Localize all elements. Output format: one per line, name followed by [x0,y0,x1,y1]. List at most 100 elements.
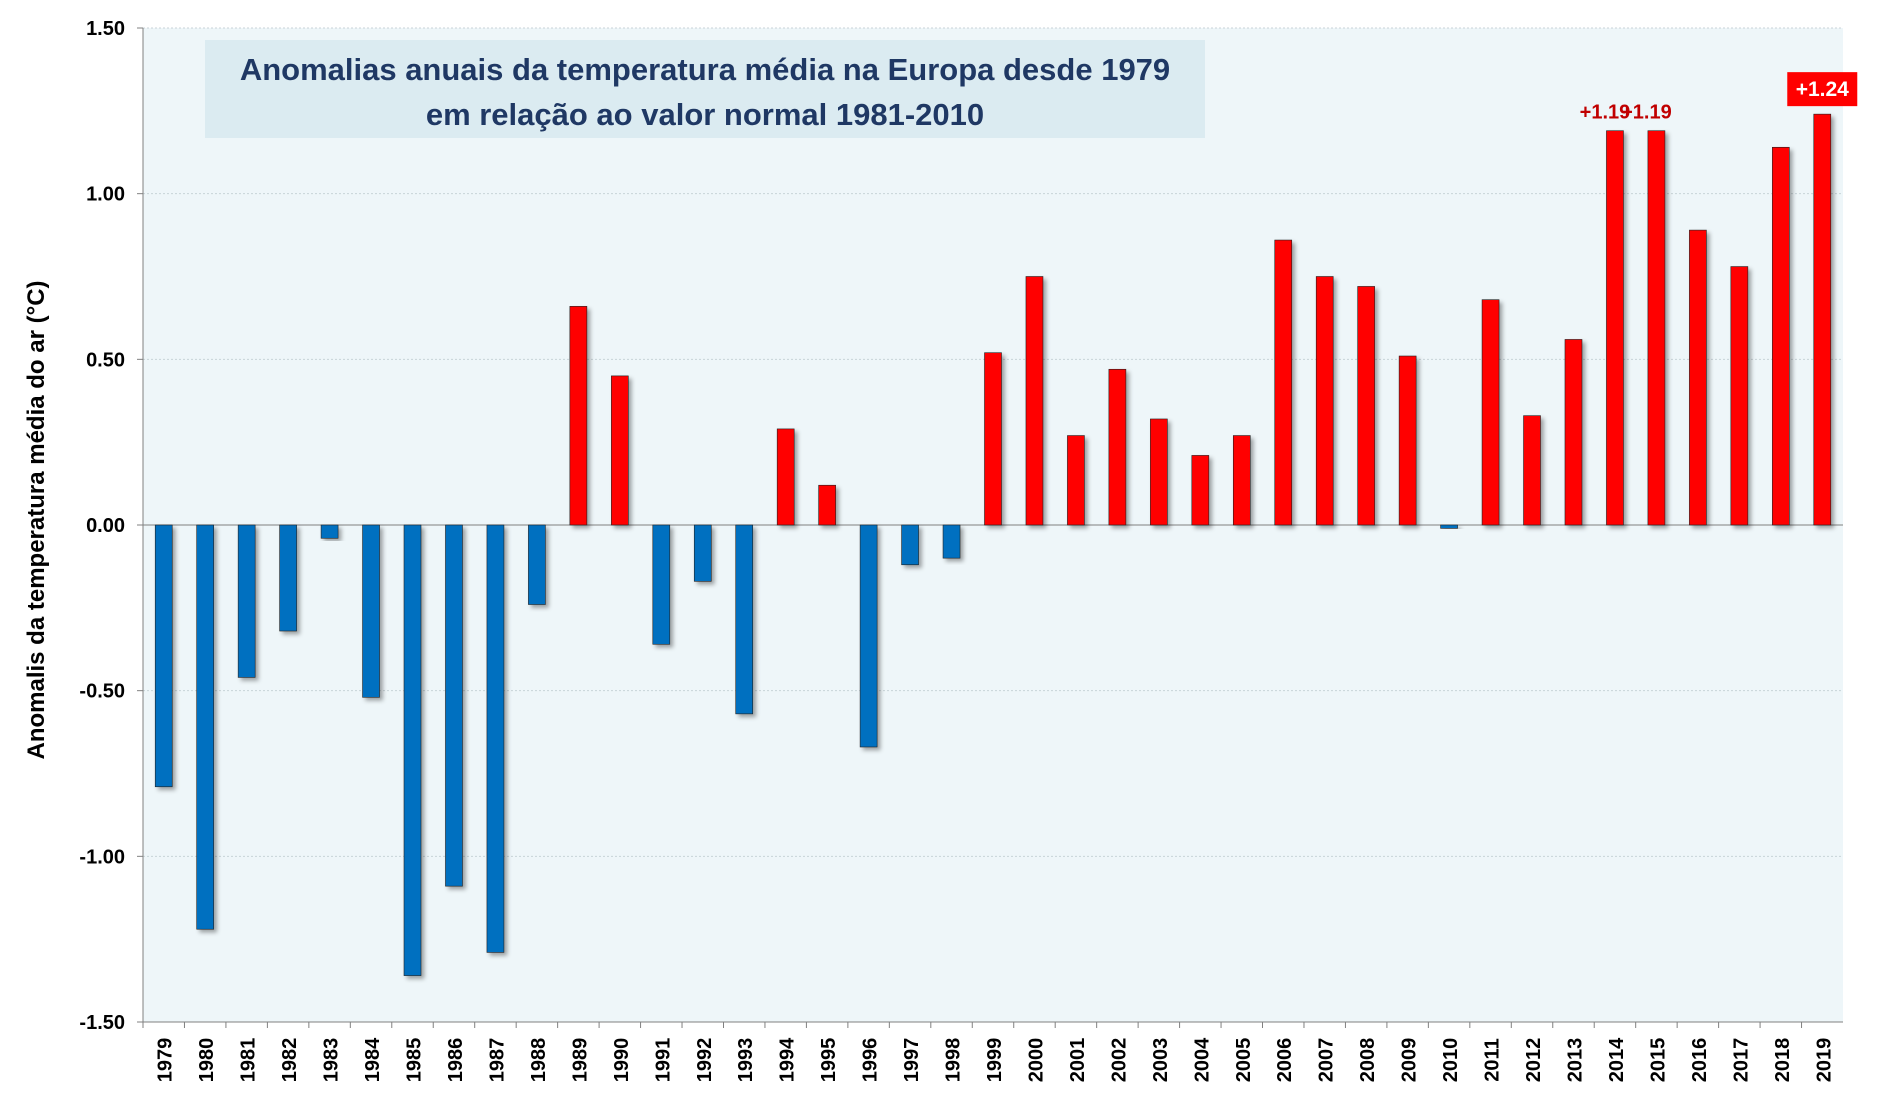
x-tick-label-1987: 1987 [486,1038,508,1083]
bar-2011 [1481,299,1500,526]
annotation-label-2019: +1.24 [1796,78,1849,101]
x-tick-label-1981: 1981 [238,1038,260,1083]
bar-1997 [901,524,919,566]
x-tick-label-1989: 1989 [569,1038,591,1083]
x-tick-label-1998: 1998 [943,1038,965,1083]
bar-2001 [1067,435,1085,526]
bar-2005 [1232,435,1251,526]
y-axis-title: Anomalis da temperatura média do ar (°C) [23,280,50,759]
x-tick-label-1997: 1997 [901,1038,923,1083]
x-tick-label-1982: 1982 [279,1038,301,1083]
x-tick-label-1984: 1984 [362,1037,384,1082]
annotation-label-2015: +1.19 [1621,102,1672,124]
x-tick-label-2018: 2018 [1772,1038,1794,1083]
bar-1989 [569,306,588,526]
bar-2007 [1315,276,1334,526]
x-tick-label-1983: 1983 [321,1038,343,1083]
x-tick-label-2019: 2019 [1813,1038,1835,1083]
x-tick-label-1993: 1993 [735,1038,757,1083]
bar-2015 [1647,130,1666,526]
x-tick-label-1999: 1999 [984,1038,1006,1083]
bar-2004 [1191,455,1210,526]
bar-2003 [1150,418,1168,526]
bar-1979 [154,524,173,788]
x-tick-label-1985: 1985 [404,1038,426,1083]
bar-1994 [776,428,795,526]
bar-2019 [1813,113,1832,526]
x-tick-label-1980: 1980 [196,1038,218,1083]
y-tick-label: 1.00 [86,184,125,206]
bar-2009 [1398,355,1417,526]
annotation-label-2014: +1.19 [1580,102,1631,124]
bar-1995 [818,484,836,526]
x-tick-label-1992: 1992 [694,1038,716,1083]
x-tick-label-1990: 1990 [611,1038,633,1083]
annotations: +1.19+1.19 +1.24 [1580,72,1858,124]
bar-1993 [735,524,754,715]
bar-1983 [320,524,339,539]
x-tick-label-1995: 1995 [818,1038,840,1083]
x-tick-labels: 1979 1980 1981 1982 1983 1984 1985 1986 1987 1988… [155,1037,1836,1082]
bar-1987 [486,524,505,953]
bar-1991 [652,524,671,645]
x-tick-label-2002: 2002 [1108,1038,1130,1083]
bar-1988 [528,524,546,605]
x-tick-label-2005: 2005 [1233,1038,1255,1083]
bar-1981 [237,524,256,678]
x-tick-label-2014: 2014 [1606,1037,1628,1082]
bar-2008 [1357,286,1375,526]
x-tick-label-2004: 2004 [1191,1037,1213,1082]
x-tick-label-1979: 1979 [155,1038,177,1083]
x-tick-label-2001: 2001 [1067,1038,1089,1083]
x-tick-label-2012: 2012 [1523,1038,1545,1083]
annotation-box-2019 [1787,72,1858,107]
bar-2018 [1772,146,1790,526]
bar-1998 [942,524,961,559]
title-box [205,40,1205,138]
bar-2017 [1730,266,1749,526]
x-tick-label-1988: 1988 [528,1038,550,1083]
bar-1984 [362,524,380,698]
bar-1986 [445,524,463,887]
chart-title-line2: em relação ao valor normal 1981-2010 [426,97,984,132]
bar-1992 [693,524,712,582]
bar-1982 [279,524,297,632]
bar-1999 [984,352,1002,526]
x-tick-label-2017: 2017 [1730,1038,1752,1083]
chart-title-line1: Anomalias anuais da temperatura média na… [240,52,1170,87]
y-tick-label: 0.50 [86,349,125,371]
y-tick-label: -1.50 [79,1012,125,1034]
bar-2016 [1689,229,1707,526]
y-tick-label: -0.50 [79,681,125,703]
y-tick-label: -1.00 [79,846,125,868]
bar-2002 [1108,368,1127,526]
y-tick-labels: 1.50 1.00 0.50 0.00 -0.50 -1.00 -1.50 [79,18,125,1034]
bar-1985 [403,524,422,976]
x-tick-label-2013: 2013 [1564,1038,1586,1083]
x-tick-label-2007: 2007 [1316,1038,1338,1083]
x-tick-label-2008: 2008 [1357,1038,1379,1083]
bar-2014 [1606,130,1624,526]
x-tick-label-2009: 2009 [1399,1038,1421,1083]
y-tick-label: 0.00 [86,515,125,537]
x-tick-label-2016: 2016 [1689,1038,1711,1083]
bar-2012 [1523,415,1541,526]
x-tick-label-2000: 2000 [1025,1038,1047,1083]
bar-1990 [611,375,629,526]
bar-2013 [1564,339,1583,526]
x-tick-label-1986: 1986 [445,1038,467,1083]
x-tick-label-1991: 1991 [652,1038,674,1083]
x-tick-label-2010: 2010 [1440,1038,1462,1083]
bar-2010 [1440,524,1458,529]
x-tick-label-2015: 2015 [1647,1038,1669,1083]
x-tick-label-2003: 2003 [1150,1038,1172,1083]
x-tick-label-1994: 1994 [777,1037,799,1082]
bars [154,113,1832,976]
bar-1996 [859,524,878,748]
bar-1980 [196,524,214,930]
y-tick-label: 1.50 [86,18,125,40]
bar-2000 [1025,276,1044,526]
x-tick-label-2006: 2006 [1274,1038,1296,1083]
